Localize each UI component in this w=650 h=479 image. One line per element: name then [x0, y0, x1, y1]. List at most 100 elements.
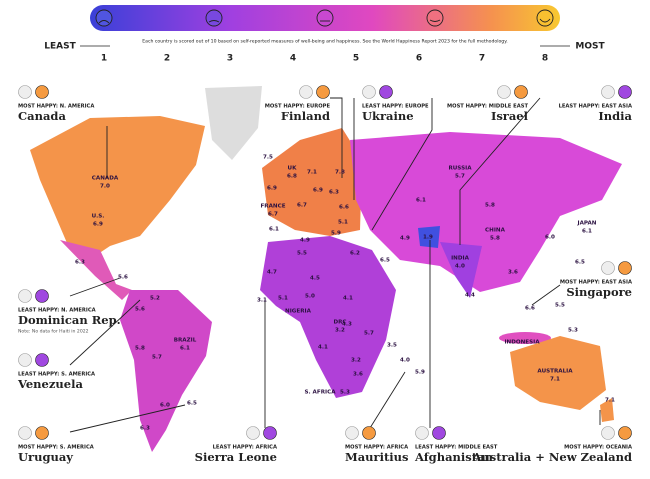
country-score: 5.8	[135, 346, 145, 352]
country-score: 6.7	[268, 212, 278, 218]
country-score: 7.1	[307, 170, 317, 176]
flag-icon	[601, 85, 615, 99]
country-score: 4.4	[465, 293, 475, 299]
callout-country: India	[598, 109, 632, 123]
country-name: S. AFRICA	[304, 390, 336, 396]
country-score: 6.5	[575, 260, 585, 266]
country-name: INDONESIA	[504, 340, 540, 346]
face-icon	[618, 426, 632, 440]
country-score: 5.7	[455, 174, 465, 180]
country-name: CANADA	[92, 176, 119, 182]
country-name: CHINA	[485, 228, 506, 234]
country-score: 4.9	[300, 238, 310, 244]
face-icon	[362, 426, 376, 440]
flag-icon	[246, 426, 260, 440]
country-score: 6.3	[140, 426, 150, 432]
country-score: 7.0	[100, 184, 110, 190]
callout-country: Israel	[491, 109, 529, 123]
country-name: U.S.	[92, 214, 105, 220]
country-score: 5.6	[135, 307, 145, 313]
country-name: FRANCE	[260, 204, 285, 210]
country-score: 7.8	[335, 170, 345, 176]
country-score: 7.5	[263, 155, 273, 161]
country-score: 6.8	[287, 174, 297, 180]
country-score: 6.1	[582, 229, 592, 235]
face-icon	[35, 353, 49, 367]
country-score: 6.2	[350, 251, 360, 257]
flag-icon	[18, 85, 32, 99]
callout-country: Venezuela	[17, 377, 83, 391]
country-score: 6.1	[180, 346, 190, 352]
callout-tag: LEAST HAPPY: S. AMERICA	[18, 372, 95, 378]
callout-tag: MOST HAPPY: EAST ASIA	[560, 280, 632, 286]
callout-country: Mauritius	[345, 450, 409, 464]
country-score: 5.8	[490, 236, 500, 242]
callout-country: Australia + New Zealand	[471, 450, 632, 464]
scale-tick: 4	[290, 54, 296, 64]
country-score: 5.9	[331, 231, 341, 237]
country-score: 4.9	[400, 236, 410, 242]
country-score: 6.9	[267, 186, 277, 192]
country-score: 3.6	[353, 372, 363, 378]
country-score: 6.0	[545, 235, 555, 241]
face-icon	[618, 261, 632, 275]
country-score: 6.6	[339, 205, 349, 211]
face-icon	[35, 426, 49, 440]
most-label: MOST	[575, 42, 605, 52]
country-name: AUSTRALIA	[537, 369, 573, 375]
callout-tag: LEAST HAPPY: N. AMERICA	[18, 308, 96, 314]
face-icon	[263, 426, 277, 440]
country-name: NIGERIA	[285, 309, 312, 315]
flag-icon	[18, 289, 32, 303]
country-score: 4.7	[267, 270, 277, 276]
callout-tag: MOST HAPPY: EUROPE	[265, 104, 331, 110]
country-score: 7.1	[550, 377, 560, 383]
country-score: 5.1	[338, 220, 348, 226]
country-score: 7.1	[605, 398, 615, 404]
country-score: 5.8	[485, 203, 495, 209]
callout-tag: MOST HAPPY: AFRICA	[345, 445, 408, 451]
face-icon	[379, 85, 393, 99]
country-score: 4.0	[455, 264, 465, 270]
country-score: 6.9	[93, 222, 103, 228]
country-score: 6.1	[416, 198, 426, 204]
scale-bar	[80, 5, 570, 47]
flag-icon	[601, 261, 615, 275]
country-score: 6.3	[75, 260, 85, 266]
country-score: 5.3	[340, 390, 350, 396]
country-name: DRC	[333, 320, 346, 326]
callout-tag: MOST HAPPY: S. AMERICA	[18, 445, 94, 451]
country-score: 5.5	[297, 251, 307, 257]
callout-country: Uruguay	[18, 450, 73, 464]
face-icon	[618, 85, 632, 99]
country-name: INDIA	[451, 256, 469, 262]
country-name: BRAZIL	[174, 338, 197, 344]
callout-country: Singapore	[566, 285, 632, 299]
least-label: LEAST	[44, 42, 76, 52]
country-score: 5.7	[364, 331, 374, 337]
face-icon	[316, 85, 330, 99]
country-score: 6.5	[187, 401, 197, 407]
scale-tick: 5	[353, 54, 359, 64]
callout-tag: MOST HAPPY: N. AMERICA	[18, 104, 94, 110]
callout-tag: LEAST HAPPY: EAST ASIA	[559, 104, 632, 110]
scale-tick: 3	[227, 54, 233, 64]
country-score: 5.2	[150, 296, 160, 302]
country-score: 6.5	[380, 258, 390, 264]
country-score: 6.1	[269, 227, 279, 233]
country-name: RUSSIA	[448, 166, 472, 172]
country-score: 5.3	[568, 328, 578, 334]
country-score: 6.0	[160, 403, 170, 409]
scale-tick: 1	[101, 54, 107, 64]
scale-tick: 8	[542, 54, 548, 64]
country-score: 5.7	[152, 355, 162, 361]
scale-tick: 7	[479, 54, 485, 64]
country-score: 4.1	[343, 296, 353, 302]
flag-icon	[345, 426, 359, 440]
callout-country: Dominican Rep.	[18, 313, 121, 327]
callout-country: Afghanistan	[414, 450, 493, 464]
country-score: 3.6	[508, 270, 518, 276]
country-score: 4.0	[400, 358, 410, 364]
callout-tag: MOST HAPPY: MIDDLE EAST	[447, 104, 528, 110]
